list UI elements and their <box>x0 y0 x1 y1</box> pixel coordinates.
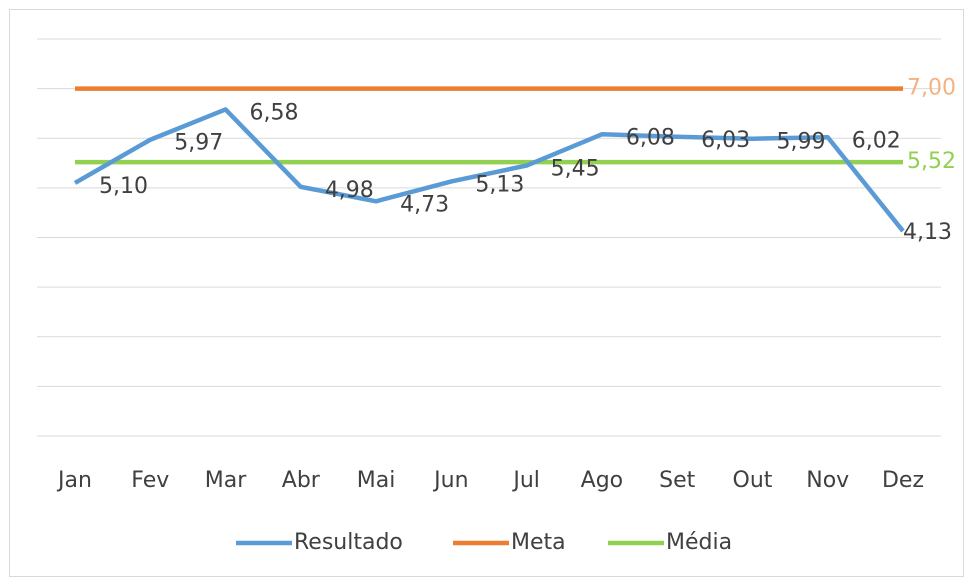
data-label: 4,13 <box>903 220 952 245</box>
x-tick-label: Mar <box>205 468 247 493</box>
data-label: 5,10 <box>99 174 148 199</box>
legend-label: Média <box>666 530 732 555</box>
x-tick-label: Fev <box>131 468 169 493</box>
x-tick-label: Jun <box>432 468 468 493</box>
data-label: 6,02 <box>852 128 901 153</box>
series-line <box>73 107 905 233</box>
legend-label: Meta <box>511 530 566 555</box>
data-label: 7,00 <box>907 76 956 101</box>
chart-border <box>9 9 964 577</box>
data-label: 6,03 <box>701 128 750 153</box>
data-label: 4,98 <box>325 178 374 203</box>
data-label: 4,73 <box>400 192 449 217</box>
x-tick-label: Dez <box>882 468 924 493</box>
data-label: 5,99 <box>776 130 825 155</box>
legend-label: Resultado <box>294 530 403 555</box>
data-label: 6,58 <box>250 100 299 125</box>
x-tick-label: Mai <box>357 468 396 493</box>
data-label: 6,08 <box>626 125 675 150</box>
data-label: 5,97 <box>174 131 223 156</box>
x-tick-label: Out <box>733 468 773 493</box>
data-label: 5,52 <box>907 149 956 174</box>
x-tick-label: Nov <box>806 468 849 493</box>
x-tick-label: Ago <box>581 468 623 493</box>
data-label: 5,45 <box>551 157 600 182</box>
data-label: 5,13 <box>475 172 524 197</box>
x-tick-label: Jul <box>511 468 540 493</box>
x-tick-label: Jan <box>56 468 92 493</box>
x-tick-label: Set <box>659 468 696 493</box>
x-tick-label: Abr <box>282 468 321 493</box>
